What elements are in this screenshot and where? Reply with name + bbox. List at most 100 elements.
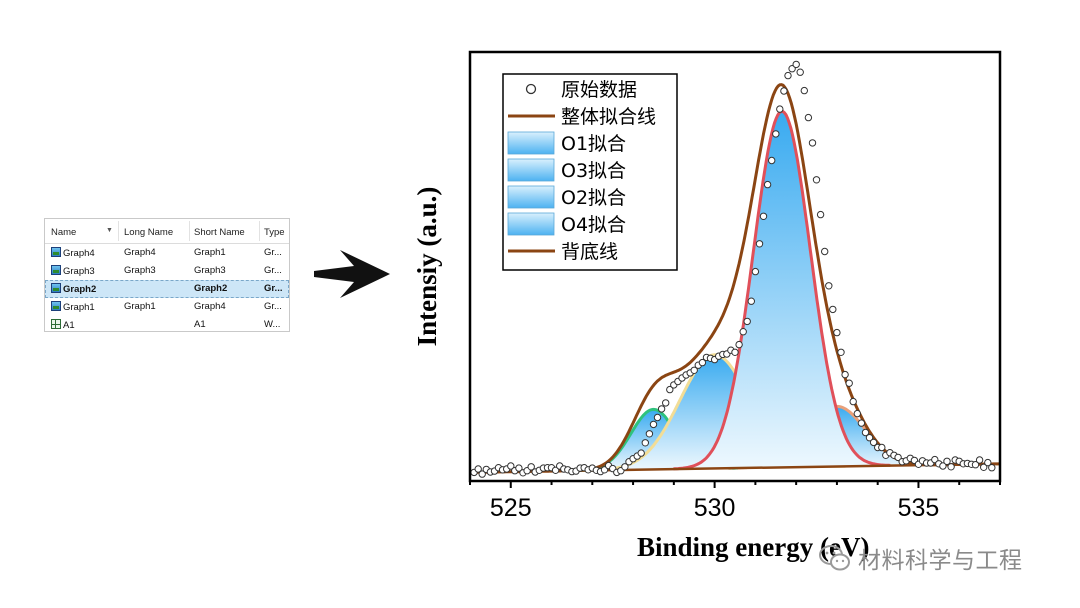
raw-data-point <box>653 413 662 422</box>
raw-data-point <box>812 176 821 184</box>
raw-data-point <box>943 457 951 465</box>
column-header-short-name[interactable]: Short Name <box>194 227 245 238</box>
column-header-long-name[interactable]: Long Name <box>124 227 174 238</box>
watermark-text: 材料科学与工程 <box>858 548 1023 574</box>
raw-data-point <box>755 240 764 248</box>
x-tick-label: 535 <box>898 494 940 522</box>
raw-data-point <box>649 420 658 429</box>
x-tick-label: 525 <box>490 494 532 522</box>
raw-data-point <box>743 317 751 326</box>
raw-data-point <box>816 210 825 219</box>
raw-data-point <box>662 399 670 407</box>
raw-data-point <box>971 461 980 469</box>
legend-label: O3拟合 <box>561 160 626 182</box>
row-name: Graph4 <box>51 247 113 259</box>
raw-data-point <box>861 428 870 437</box>
sort-chevron-icon[interactable]: ▼ <box>106 227 113 234</box>
raw-data-point <box>857 419 866 427</box>
legend-label: O1拟合 <box>561 133 626 155</box>
explorer-header-row: Name ▼ Long Name Short Name Type <box>45 219 289 244</box>
column-separator[interactable] <box>189 221 190 241</box>
raw-data-point <box>796 68 804 76</box>
row-short-name: A1 <box>194 319 206 330</box>
raw-data-point <box>984 458 992 467</box>
peak-fill-O3拟合 <box>673 111 891 470</box>
raw-data-point <box>804 113 813 122</box>
column-header-name[interactable]: Name <box>51 227 77 238</box>
row-type: Gr... <box>264 283 283 294</box>
row-type: W... <box>264 319 281 330</box>
raw-data-point <box>837 348 845 356</box>
explorer-row[interactable]: Graph4 Graph4 Graph1 Gr... <box>45 244 289 262</box>
raw-data-point <box>841 370 849 379</box>
column-separator[interactable] <box>118 221 119 241</box>
row-short-name: Graph3 <box>194 265 226 276</box>
raw-data-point <box>731 348 739 356</box>
row-name-text: Graph4 <box>63 248 95 259</box>
raw-data-point <box>515 464 523 472</box>
row-long-name: Graph3 <box>124 265 156 276</box>
plot-area <box>470 60 1000 478</box>
row-name: Graph3 <box>51 265 113 277</box>
row-short-name: Graph1 <box>194 247 226 258</box>
row-type: Gr... <box>264 301 282 312</box>
row-type: Gr... <box>264 247 282 258</box>
peak-fill-O2拟合 <box>582 354 847 471</box>
raw-data-point <box>478 470 486 478</box>
raw-data-point <box>975 456 984 464</box>
graph-icon <box>51 265 61 275</box>
raw-data-point <box>792 60 800 69</box>
row-name-text: Graph3 <box>63 266 95 277</box>
project-explorer-panel: Name ▼ Long Name Short Name Type Graph4 G… <box>44 218 290 332</box>
raw-data-point <box>747 297 755 305</box>
raw-data-point <box>825 282 833 290</box>
graph-icon <box>51 283 61 293</box>
column-header-type[interactable]: Type <box>264 227 285 238</box>
raw-data-point <box>739 328 747 336</box>
watermark: 材料科学与工程 <box>818 540 1023 576</box>
raw-data-point <box>474 465 482 473</box>
raw-data-point <box>621 463 629 471</box>
raw-data-point <box>645 430 654 438</box>
row-name-text: A1 <box>63 320 75 331</box>
row-short-name: Graph4 <box>194 301 226 312</box>
legend-symbol-fill <box>507 185 555 209</box>
raw-data-point <box>759 212 768 221</box>
raw-data-point <box>829 305 837 314</box>
raw-data-point <box>849 397 857 406</box>
raw-data-point <box>772 130 780 138</box>
raw-data-point <box>641 439 650 447</box>
x-tick-label: 530 <box>694 494 736 522</box>
raw-data-point <box>939 462 947 470</box>
row-name-text: Graph1 <box>63 302 95 313</box>
explorer-row[interactable]: Graph3 Graph3 Graph3 Gr... <box>45 262 289 280</box>
explorer-row[interactable]: A1 A1 W... <box>45 316 289 331</box>
raw-data-point <box>869 438 878 447</box>
raw-data-point <box>808 139 817 147</box>
raw-data-point <box>735 340 743 349</box>
raw-data-point <box>980 463 988 471</box>
peak-fill-O1拟合 <box>568 409 739 471</box>
explorer-row[interactable]: Graph1 Graph1 Graph4 Gr... <box>45 298 289 316</box>
raw-data-point <box>878 443 886 452</box>
raw-data-point <box>845 379 853 387</box>
plot-frame <box>468 50 1002 483</box>
raw-data-point <box>821 247 829 256</box>
legend-label: 原始数据 <box>561 79 637 101</box>
graph-icon <box>51 301 61 311</box>
column-separator[interactable] <box>259 221 260 241</box>
raw-data-point <box>865 434 874 442</box>
raw-data-point <box>780 87 788 95</box>
workbook-icon <box>51 319 61 329</box>
row-short-name: Graph2 <box>194 283 228 294</box>
raw-data-point <box>833 328 841 337</box>
raw-data-point <box>507 462 515 470</box>
legend-symbol-fill <box>507 158 555 182</box>
right-arrow-icon <box>314 250 390 298</box>
raw-data-point <box>947 463 955 471</box>
row-type: Gr... <box>264 265 282 276</box>
explorer-row[interactable]: Graph2 Graph2 Gr... <box>45 280 289 298</box>
row-long-name: Graph4 <box>124 247 156 258</box>
row-name: Graph2 <box>51 283 113 295</box>
raw-data-point <box>763 180 772 189</box>
